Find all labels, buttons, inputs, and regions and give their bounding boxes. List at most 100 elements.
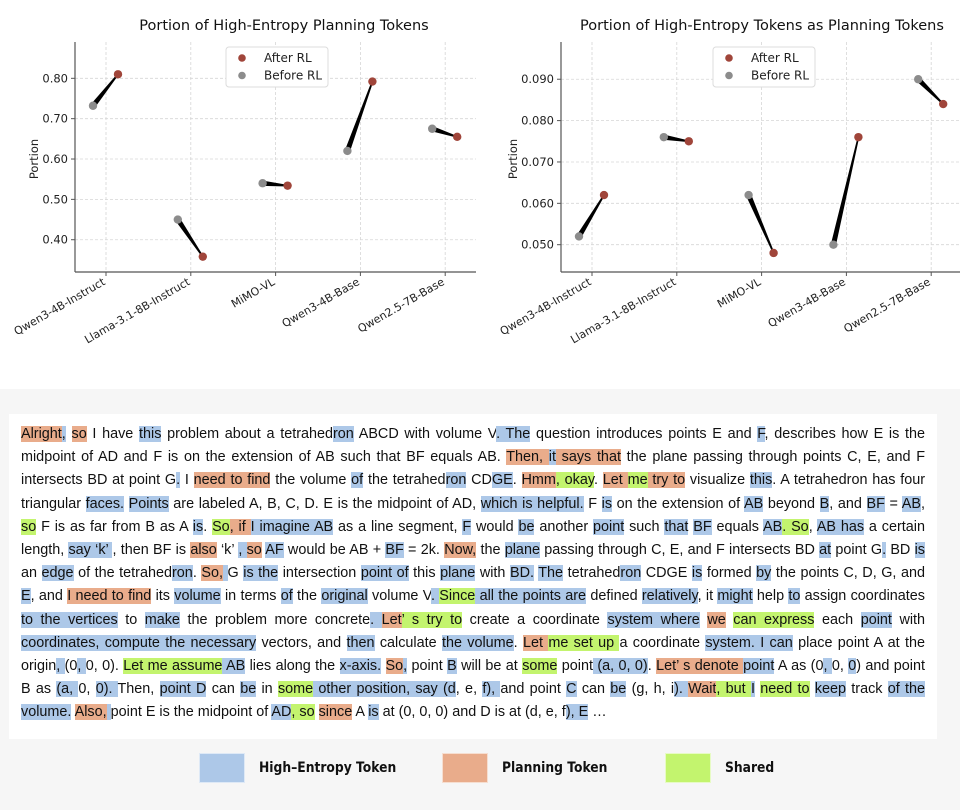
- high-entropy-token: BF: [385, 542, 404, 559]
- high-entropy-token: .: [882, 542, 887, 559]
- plain-text: 0, 0).: [85, 658, 124, 675]
- high-entropy-token: C: [566, 681, 577, 698]
- plain-text: .: [203, 518, 213, 535]
- plain-text: beyond: [763, 495, 820, 512]
- plain-text: [124, 496, 129, 512]
- plain-text: . A tetrahedron has four triangular: [21, 472, 926, 512]
- change-connector: [262, 180, 288, 187]
- y-tick-label: 0.80: [42, 71, 68, 85]
- high-entropy-token: by: [756, 565, 772, 582]
- plain-text: are labeled A, B, C, D. E is the midpoin…: [168, 495, 481, 512]
- high-entropy-token: is: [691, 565, 703, 582]
- plain-text: ) and point B as: [21, 658, 926, 698]
- plain-text: its: [151, 588, 175, 605]
- plain-text: create a coordinate: [462, 611, 608, 628]
- x-tick-label: Qwen3-4B-Base: [766, 275, 848, 330]
- high-entropy-token: be: [610, 681, 627, 698]
- plain-text: , e,: [455, 681, 483, 698]
- chart-2: Portion of High-Entropy Tokens as Planni…: [498, 18, 960, 346]
- plain-text: CD: [466, 472, 492, 489]
- high-entropy-token: ron: [172, 565, 193, 582]
- legend-label-planning: Planning Token: [502, 760, 608, 776]
- high-entropy-token: AB: [222, 658, 246, 675]
- y-tick-label: 0.070: [521, 155, 554, 169]
- shared-token: Since: [439, 588, 476, 605]
- high-entropy-token: BF: [866, 495, 885, 512]
- high-entropy-token: other position, say (d: [313, 681, 456, 698]
- legend-label: After RL: [264, 51, 312, 65]
- high-entropy-token: the volume: [441, 634, 514, 651]
- y-tick-label: 0.70: [42, 112, 68, 126]
- plain-text: in: [256, 681, 278, 698]
- plain-text: to: [117, 611, 145, 628]
- planning-token: , if: [229, 518, 251, 535]
- plain-text: as a line segment,: [333, 518, 463, 535]
- high-entropy-token: B: [447, 658, 457, 675]
- high-entropy-token: that: [664, 518, 689, 535]
- high-entropy-token: to the vertices: [21, 611, 118, 628]
- x-tick-label: MiMO-VL: [229, 275, 278, 311]
- plain-text: point G: [831, 542, 883, 559]
- high-entropy-token: I: [750, 681, 755, 698]
- high-entropy-token: ,: [238, 542, 247, 559]
- change-connector: [830, 136, 860, 246]
- shared-token: me: [627, 472, 648, 489]
- y-tick-label: 0.080: [521, 114, 554, 128]
- legend-marker: [725, 71, 733, 80]
- high-entropy-token: this: [749, 472, 773, 489]
- plain-text: volume V: [367, 588, 431, 605]
- y-tick-label: 0.060: [521, 196, 554, 210]
- high-entropy-token: AD: [271, 704, 292, 721]
- point-before-rl: [914, 75, 923, 84]
- point-before-rl: [258, 179, 267, 188]
- plain-text: [66, 426, 72, 442]
- plain-text: formed: [702, 565, 757, 582]
- planning-token: we: [707, 611, 726, 628]
- plain-text: [810, 681, 815, 697]
- high-entropy-token: system where: [607, 611, 700, 628]
- point-after-rl: [684, 137, 693, 146]
- high-entropy-token: x-axis.: [339, 658, 382, 675]
- high-entropy-token: which is helpful.: [480, 495, 584, 512]
- plain-text: intersection: [278, 565, 361, 582]
- plain-text: , and: [30, 588, 68, 605]
- plain-text: each: [814, 611, 861, 628]
- planning-token: Then,: [506, 449, 549, 466]
- high-entropy-token: ron: [445, 472, 467, 489]
- high-entropy-token: plane: [440, 565, 476, 582]
- plain-text: …: [588, 704, 607, 721]
- plain-text: ‘k’: [216, 542, 239, 559]
- high-entropy-token: be: [240, 681, 257, 698]
- change-connector: [175, 218, 204, 258]
- high-entropy-token: GE: [491, 472, 513, 489]
- reasoning-passage: Alright, so I have this problem about a …: [21, 423, 925, 725]
- point-after-rl: [939, 99, 948, 109]
- plain-text: track: [846, 681, 888, 698]
- planning-token: also: [190, 542, 217, 559]
- planning-token: Hmm: [521, 472, 556, 489]
- legend-item-shared: Shared: [665, 753, 781, 783]
- high-entropy-token: coordinates, compute the necessary: [21, 634, 257, 651]
- high-entropy-token: AF: [265, 542, 284, 559]
- plain-text: the volume: [270, 472, 352, 489]
- chart-legend: After RL Before RL: [225, 46, 329, 88]
- high-entropy-token: .: [370, 611, 382, 628]
- high-entropy-token: AB: [901, 495, 921, 512]
- plain-text: .: [513, 634, 523, 651]
- legend-swatch-planning: [442, 753, 488, 783]
- high-entropy-token: then: [346, 634, 375, 651]
- example-panel: Alright, so I have this problem about a …: [0, 389, 960, 810]
- point-after-rl: [769, 248, 778, 258]
- plain-text: .: [192, 565, 202, 582]
- high-entropy-token: 0): [634, 658, 648, 675]
- shared-token: need to: [760, 681, 810, 698]
- planning-token: Alright: [21, 426, 62, 442]
- change-connector: [431, 126, 458, 138]
- high-entropy-token: [222, 565, 228, 582]
- plain-text: point: [557, 658, 593, 675]
- plain-text: 0,: [78, 681, 96, 698]
- plain-text: problem about a tetrahed: [161, 426, 334, 442]
- planning-token: So: [385, 658, 404, 675]
- high-entropy-token: B: [819, 495, 830, 512]
- point-before-rl: [829, 240, 838, 249]
